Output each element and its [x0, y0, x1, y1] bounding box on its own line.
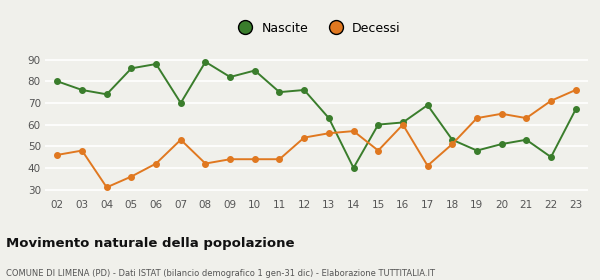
Decessi [177, 138, 184, 141]
Decessi [399, 123, 406, 126]
Nascite [473, 149, 481, 152]
Decessi [572, 88, 579, 92]
Text: COMUNE DI LIMENA (PD) - Dati ISTAT (bilancio demografico 1 gen-31 dic) - Elabora: COMUNE DI LIMENA (PD) - Dati ISTAT (bila… [6, 269, 435, 278]
Decessi [79, 149, 86, 152]
Decessi [325, 132, 332, 135]
Nascite [374, 123, 382, 126]
Nascite [449, 138, 456, 141]
Nascite [177, 101, 184, 105]
Text: Movimento naturale della popolazione: Movimento naturale della popolazione [6, 237, 295, 249]
Decessi [128, 175, 135, 178]
Nascite [523, 138, 530, 141]
Nascite [251, 69, 259, 72]
Decessi [449, 143, 456, 146]
Decessi [424, 164, 431, 167]
Decessi [350, 129, 357, 133]
Decessi [276, 158, 283, 161]
Decessi [473, 116, 481, 120]
Decessi [374, 149, 382, 152]
Decessi [547, 99, 554, 102]
Nascite [424, 103, 431, 107]
Nascite [498, 143, 505, 146]
Line: Nascite: Nascite [55, 59, 578, 171]
Decessi [523, 116, 530, 120]
Nascite [350, 166, 357, 170]
Nascite [79, 88, 86, 92]
Nascite [103, 93, 110, 96]
Decessi [54, 153, 61, 157]
Nascite [54, 80, 61, 83]
Nascite [399, 121, 406, 124]
Nascite [325, 116, 332, 120]
Decessi [227, 158, 234, 161]
Decessi [202, 162, 209, 165]
Nascite [227, 75, 234, 79]
Nascite [276, 90, 283, 94]
Nascite [572, 108, 579, 111]
Nascite [202, 60, 209, 64]
Line: Decessi: Decessi [55, 87, 578, 190]
Nascite [128, 67, 135, 70]
Nascite [152, 62, 160, 66]
Decessi [152, 162, 160, 165]
Decessi [251, 158, 259, 161]
Nascite [547, 155, 554, 159]
Decessi [103, 186, 110, 189]
Nascite [301, 88, 308, 92]
Legend: Nascite, Decessi: Nascite, Decessi [227, 17, 406, 39]
Decessi [301, 136, 308, 139]
Decessi [498, 112, 505, 115]
